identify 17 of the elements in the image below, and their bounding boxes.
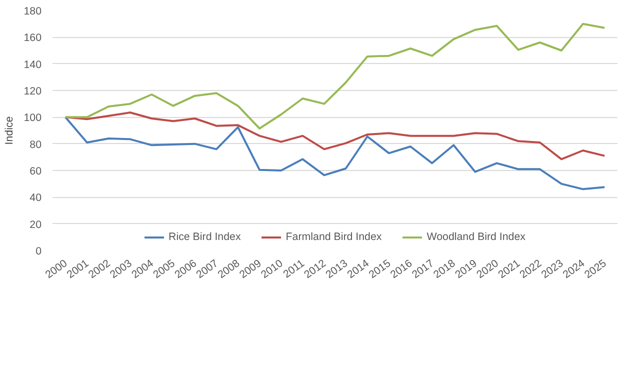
y-tick-label: 80 [30,138,42,151]
line-series [64,112,606,160]
y-tick-label: 120 [24,86,42,98]
legend-label: Rice Bird Index [168,231,241,243]
y-axis-title: Indice [4,116,16,145]
y-tick-label: 160 [24,32,42,44]
y-tick-label: 180 [24,6,42,18]
y-tick-label: 100 [24,112,42,124]
line-series [64,116,606,190]
y-tick-label: 20 [30,218,42,231]
y-tick-label: 140 [24,58,42,71]
line-series [64,22,606,130]
y-tick-label: 0 [36,246,42,258]
y-tick-label: 40 [30,192,42,204]
legend-label: Farmland Bird Index [286,231,382,243]
legend-label: Woodland Bird Index [426,231,526,243]
y-tick-label: 60 [30,166,42,178]
